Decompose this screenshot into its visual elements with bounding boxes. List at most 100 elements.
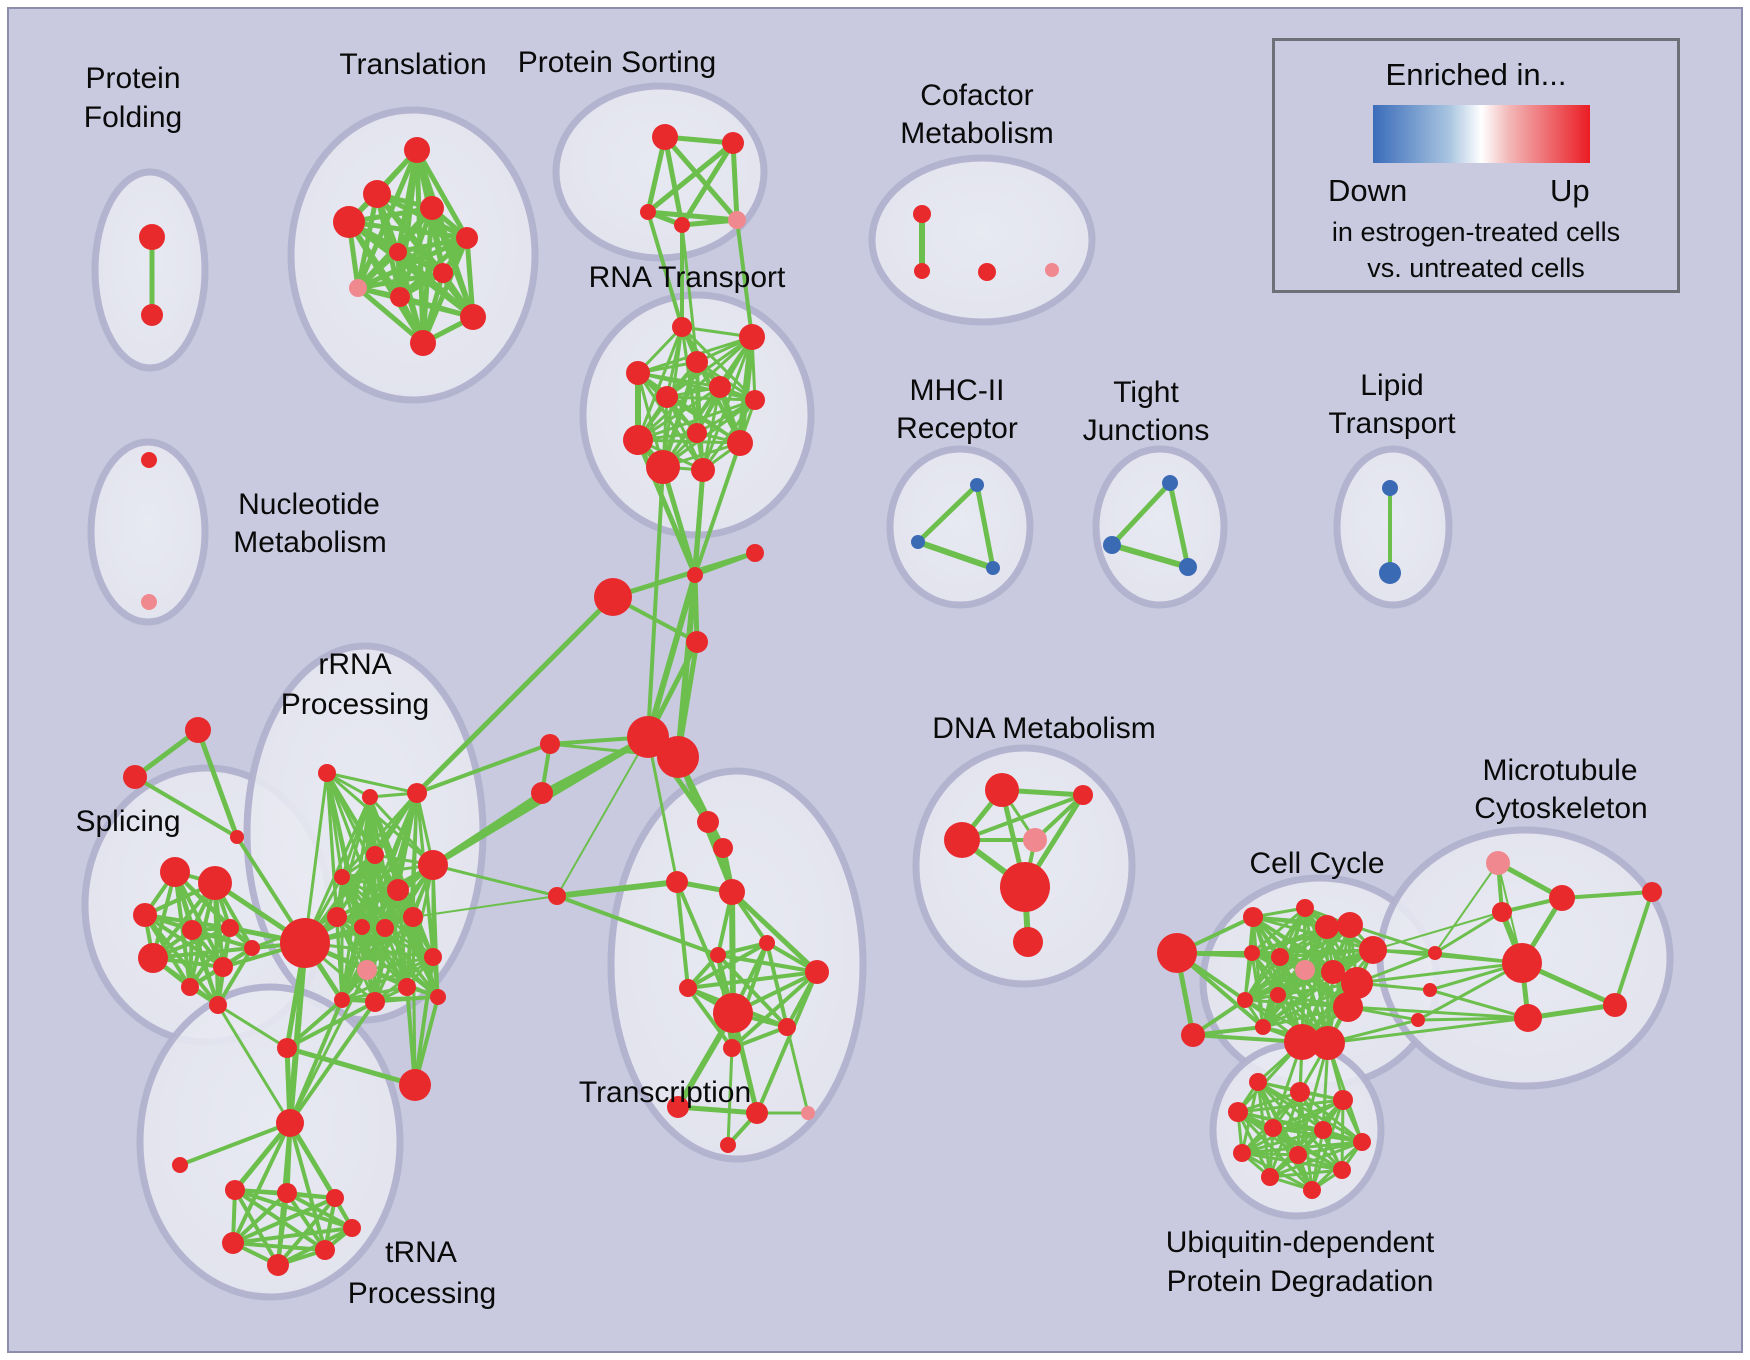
- node-rt-red: [709, 376, 731, 398]
- node-tn-red: [326, 1189, 344, 1207]
- node-sp-red: [182, 920, 202, 940]
- edge-tn: [276, 1196, 337, 1267]
- edge-rr: [431, 863, 440, 999]
- node-cc-red: [1296, 899, 1314, 917]
- node-tn-red: [267, 1254, 289, 1276]
- legend-box: Enriched in... Down Up in estrogen-treat…: [1272, 38, 1680, 293]
- edge-bridge-br-tc: [646, 735, 679, 884]
- node-sp-red: [138, 943, 168, 973]
- cluster-label-rr: rRNA: [318, 648, 391, 681]
- edge-bridge-cc-ub: [1296, 1041, 1330, 1157]
- node-cc-red: [1341, 967, 1373, 999]
- legend-down-label: Down: [1328, 173, 1408, 208]
- node-cm-pink: [1045, 263, 1059, 277]
- node-cc-red: [1255, 1019, 1271, 1035]
- node-rr-red: [362, 789, 378, 805]
- node-tn-red: [225, 1180, 245, 1200]
- node-tr-red: [460, 304, 486, 330]
- edge-tj: [1167, 480, 1191, 570]
- edge-tn: [231, 1196, 337, 1245]
- edge-tc: [765, 941, 789, 1029]
- node-tc-red: [710, 947, 726, 963]
- edge-tn: [231, 1226, 354, 1245]
- cluster-label-mh: MHC-II: [910, 374, 1005, 407]
- cluster-label-lt: Lipid: [1360, 369, 1423, 402]
- edge-ps: [662, 134, 685, 228]
- edge-cc: [1250, 951, 1265, 1029]
- edge-bridge-cc-mc: [1355, 961, 1524, 985]
- node-tj-blue: [1103, 536, 1121, 554]
- node-cm-red: [978, 263, 996, 281]
- cluster-label-cm: Metabolism: [900, 117, 1053, 150]
- cluster-label-tn: Processing: [348, 1277, 496, 1310]
- node-mc-red: [1423, 983, 1437, 997]
- edge-bridge-rt-br: [646, 465, 665, 739]
- edge-tr: [395, 249, 476, 320]
- edge-tri: [132, 727, 201, 780]
- node-tr-red: [389, 243, 407, 261]
- node-rr-red: [365, 992, 385, 1012]
- node-sp-red: [209, 996, 227, 1014]
- node-cc-red: [1284, 1024, 1320, 1060]
- edge-bridge-rt-br: [676, 468, 705, 759]
- edge-tr: [414, 147, 470, 241]
- node-rr-red: [334, 992, 350, 1008]
- edge-dm: [960, 793, 1085, 842]
- node-tc-red: [697, 811, 719, 833]
- node-tj-blue: [1162, 475, 1178, 491]
- node-tr-pink: [349, 279, 367, 297]
- edge-mh: [915, 482, 980, 545]
- node-cm-red: [913, 205, 931, 223]
- node-tc-red: [720, 1137, 736, 1153]
- edge-tn: [232, 1120, 293, 1193]
- node-ub-red: [1314, 1121, 1332, 1139]
- node-ps-red: [674, 217, 690, 233]
- edge-tr: [355, 270, 446, 291]
- node-ub-red: [1333, 1161, 1351, 1179]
- node-rt-red: [739, 324, 765, 350]
- node-ps-red: [652, 124, 678, 150]
- edge-mc: [1525, 1002, 1618, 1021]
- node-tc-red: [667, 1096, 689, 1118]
- edge-tn: [285, 1191, 327, 1252]
- node-mc-red: [1514, 1004, 1542, 1032]
- edge-rt: [661, 398, 757, 469]
- node-rr-red: [407, 783, 427, 803]
- cluster-ellipse-lt: [1333, 445, 1453, 609]
- edge-mc: [1428, 988, 1530, 1020]
- cluster-label-mh: Receptor: [896, 412, 1018, 445]
- cluster-label-tn: tRNA: [385, 1236, 457, 1269]
- edge-rr: [284, 1045, 418, 1088]
- edge-ps: [679, 140, 736, 228]
- node-tr-red: [456, 227, 478, 249]
- node-ub-red: [1353, 1133, 1371, 1151]
- node-rr-red: [334, 869, 350, 885]
- node-mh-blue: [986, 561, 1000, 575]
- edge-tc: [716, 941, 769, 957]
- node-cc-red: [1244, 945, 1260, 961]
- edge-tn: [178, 1121, 292, 1167]
- node-ub-red: [1228, 1102, 1248, 1122]
- cluster-label-pf: Folding: [84, 101, 182, 134]
- edge-tc: [675, 880, 690, 990]
- node-rr-red: [277, 1038, 297, 1058]
- cluster-label-rt: RNA Transport: [589, 261, 786, 294]
- edge-bridge-rt-br: [693, 441, 742, 577]
- cluster-label-tj: Tight: [1113, 376, 1179, 409]
- node-rt-red: [646, 450, 680, 484]
- edge-cc: [1243, 955, 1282, 1002]
- edge-ps: [730, 140, 740, 223]
- node-sp-red: [160, 857, 190, 887]
- edge-rr: [303, 771, 329, 945]
- node-sp-red: [221, 919, 239, 937]
- node-tc-pink: [801, 1106, 815, 1120]
- node-tc-red: [679, 979, 697, 997]
- edge-rt: [636, 398, 757, 442]
- edge-mh: [974, 482, 996, 571]
- node-cc-red: [1315, 915, 1339, 939]
- edge-tj: [1109, 480, 1173, 548]
- node-rr-red: [318, 764, 336, 782]
- cluster-ellipse-mh: [886, 445, 1034, 609]
- node-br-red: [746, 544, 764, 562]
- edge-bridge-rr-br: [431, 863, 559, 898]
